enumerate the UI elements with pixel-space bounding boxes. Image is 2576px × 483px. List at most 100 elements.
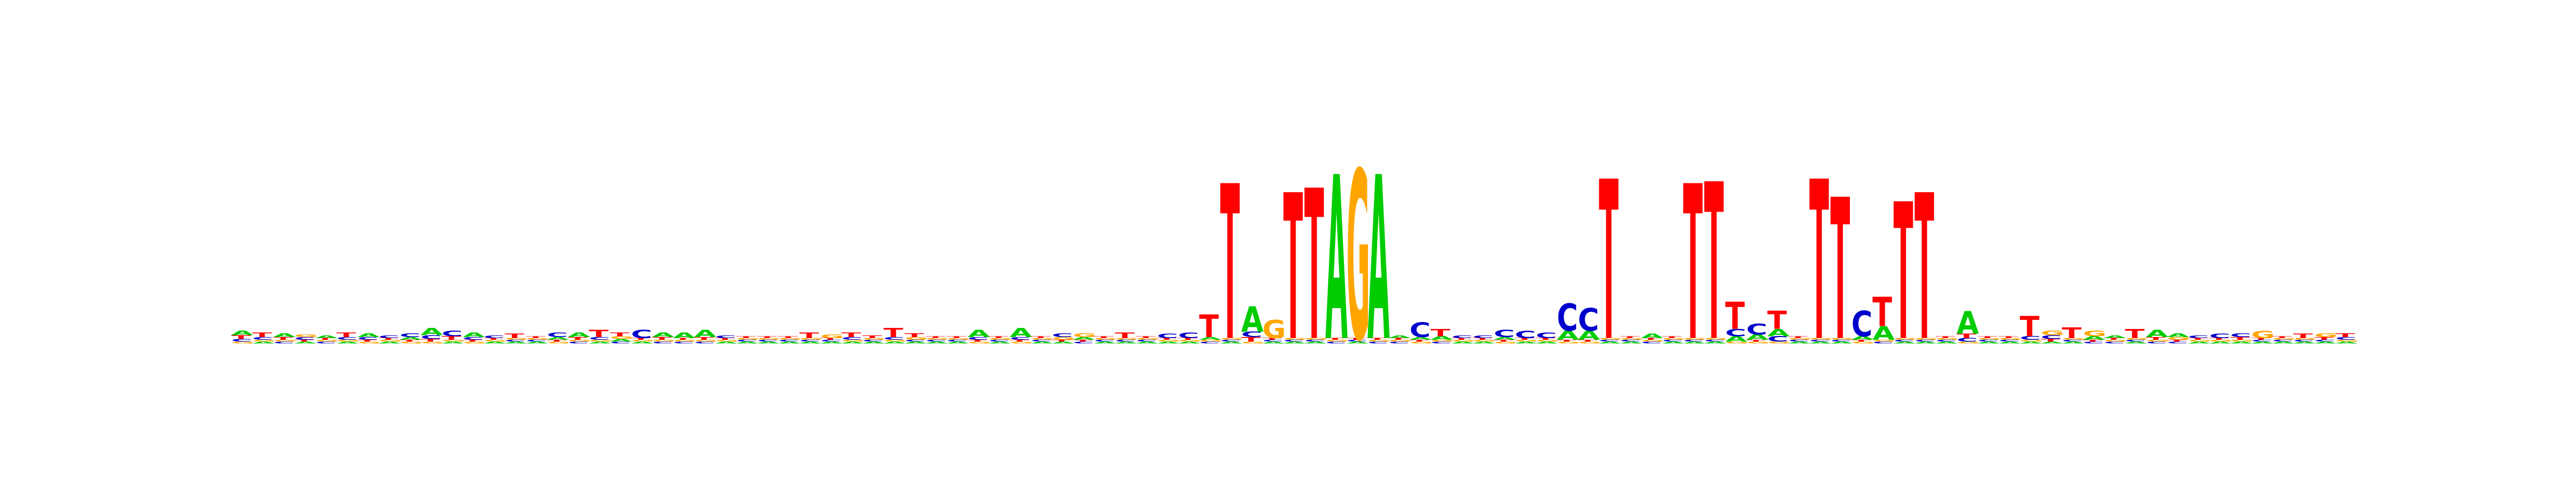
logo-letter-g: G <box>2083 330 2106 338</box>
logo-letter-a: A <box>1241 300 1264 340</box>
logo-letter-t: T <box>589 328 609 339</box>
logo-letter-t: T <box>989 336 1008 339</box>
logo-letter-t: T <box>1809 135 1829 390</box>
logo-letter-t: T <box>2062 324 2082 342</box>
logo-letter-t: T <box>1094 336 1114 339</box>
logo-letter-a: A <box>316 334 338 339</box>
logo-letter-t: T <box>1220 141 1240 389</box>
logo-letter-a: A <box>568 332 590 339</box>
logo-letter-c: C <box>2230 333 2251 339</box>
logo-letter-t: T <box>1978 336 1997 339</box>
logo-letter-t: T <box>1831 158 1850 384</box>
logo-letter-c: C <box>631 327 652 341</box>
logo-letter-c: C <box>399 333 420 339</box>
logo-letter-c: C <box>2188 334 2209 339</box>
logo-letter-t: T <box>610 332 631 338</box>
logo-letter-t: T <box>926 336 946 339</box>
logo-letter-t: T <box>526 336 546 339</box>
logo-letter-t: T <box>799 331 819 340</box>
logo-glyph-layer: GCTAAGCTCGTAATCGCGTAAGCTGTCAAGTCGTACGTCA… <box>231 124 2359 393</box>
logo-letter-t: T <box>1914 152 1934 385</box>
logo-letter-c: C <box>1409 318 1430 341</box>
logo-letter-c: C <box>1851 304 1872 345</box>
logo-letter-a: A <box>1326 130 1348 392</box>
logo-letter-t: T <box>1599 135 1619 390</box>
logo-letter-t: T <box>862 334 882 339</box>
logo-letter-a: A <box>273 333 296 339</box>
logo-letter-t: T <box>841 332 861 339</box>
logo-letter-t: T <box>778 336 798 339</box>
logo-letter-c: C <box>1494 328 1514 339</box>
logo-letter-g: G <box>294 334 318 338</box>
logo-letter-g: G <box>1073 333 1096 339</box>
logo-letter-c: C <box>1052 333 1073 339</box>
logo-letter-g: G <box>821 333 844 339</box>
logo-letter-c: C <box>715 334 736 339</box>
logo-letter-t: T <box>1662 336 1682 339</box>
logo-letter-c: C <box>442 330 463 338</box>
logo-letter-t: T <box>757 336 777 339</box>
logo-letter-t: T <box>504 332 524 339</box>
logo-letter-t: T <box>2272 336 2292 339</box>
logo-letter-t: T <box>1199 309 1219 345</box>
logo-letter-a: A <box>231 330 254 336</box>
logo-letter-a: A <box>1367 130 1390 392</box>
logo-letter-c: C <box>1452 334 1473 339</box>
logo-letter-a: A <box>2167 333 2190 339</box>
logo-letter-g: G <box>1262 314 1286 344</box>
logo-letter-t: T <box>252 332 272 339</box>
logo-letter-g: G <box>1346 124 1370 393</box>
logo-letter-t: T <box>1893 164 1913 383</box>
logo-letter-t: T <box>1620 336 1640 339</box>
logo-letter-a: A <box>2104 334 2126 339</box>
logo-letter-t: T <box>883 326 904 340</box>
logo-letter-t: T <box>904 333 925 339</box>
logo-letter-t: T <box>1136 336 1156 339</box>
logo-letter-t: T <box>1304 147 1324 387</box>
logo-letter-t: T <box>1999 336 2018 339</box>
logo-letter-a: A <box>421 326 443 338</box>
logo-letter-a: A <box>1009 326 1032 340</box>
logo-letter-g: G <box>2314 333 2338 339</box>
logo-letter-t: T <box>2019 311 2039 343</box>
logo-letter-a: A <box>357 333 380 339</box>
logo-letter-a: A <box>968 328 990 339</box>
logo-letter-t: T <box>1704 140 1724 389</box>
logo-letter-t: T <box>2125 326 2146 341</box>
logo-letter-a: A <box>673 331 696 340</box>
logo-letter-a: A <box>2146 328 2169 339</box>
logo-letter-g: G <box>2251 329 2275 340</box>
logo-letter-a: A <box>1641 332 1664 339</box>
logo-letter-t: T <box>1031 336 1051 339</box>
logo-letter-t: T <box>336 332 356 339</box>
logo-letter-a: A <box>1957 305 1979 341</box>
logo-letter-c: C <box>2209 332 2230 339</box>
logo-letter-g: G <box>2041 330 2065 336</box>
logo-letter-t: T <box>1115 331 1135 340</box>
logo-letter-c: C <box>1557 296 1578 340</box>
logo-letter-t: T <box>1767 305 1787 335</box>
logo-letter-c: C <box>1178 331 1199 340</box>
logo-letter-c: C <box>1473 334 1494 339</box>
logo-letter-c: C <box>1514 329 1535 340</box>
logo-letter-t: T <box>1725 294 1745 338</box>
logo-letter-t: T <box>1283 152 1303 385</box>
logo-letter-t: T <box>2336 333 2356 339</box>
logo-letter-a: A <box>1388 334 1411 339</box>
logo-letter-c: C <box>1536 331 1557 340</box>
logo-letter-c: C <box>484 334 504 339</box>
logo-letter-t: T <box>2293 332 2313 339</box>
logo-letter-t: T <box>1872 290 1892 336</box>
logo-letter-t: T <box>947 336 967 339</box>
logo-letter-t: T <box>1936 336 1956 339</box>
logo-letter-a: A <box>694 328 716 339</box>
logo-letter-a: A <box>463 332 485 339</box>
logo-letter-t: T <box>1431 327 1451 339</box>
logo-letter-t: T <box>1683 141 1703 389</box>
logo-letter-c: C <box>1157 332 1178 339</box>
logo-letter-t: T <box>736 336 756 339</box>
logo-letter-c: C <box>378 334 399 339</box>
logo-letter-c: C <box>1578 302 1599 339</box>
logo-letter-a: A <box>652 332 675 339</box>
